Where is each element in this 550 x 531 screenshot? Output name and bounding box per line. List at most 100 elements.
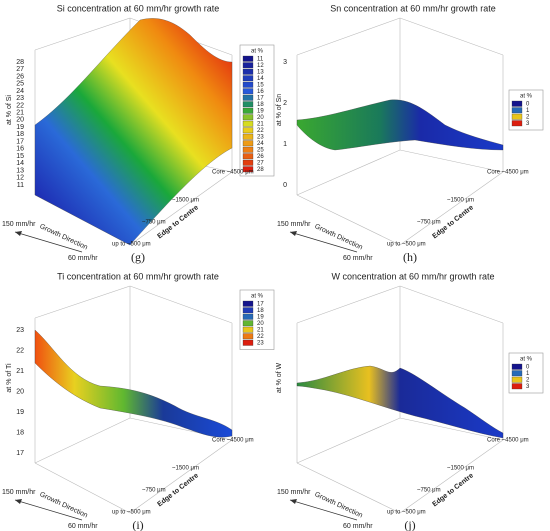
legend-swatch (511, 120, 523, 127)
z-tick-label: 24 (16, 88, 24, 95)
panel: Si concentration at 60 mm/hr growth rate… (2, 3, 275, 264)
legend-swatch (242, 133, 254, 140)
legend-swatch (511, 363, 523, 370)
z-tick-label: 3 (283, 59, 287, 66)
legend-swatch (242, 326, 254, 333)
legend-swatch (242, 313, 254, 320)
legend-label: 23 (257, 341, 264, 347)
caption: (j) (404, 518, 415, 531)
panel: Sn concentration at 60 mm/hr growth rate… (276, 3, 544, 264)
legend-label: 11 (257, 57, 264, 63)
edge-tick-label: Core ~4500 μm (212, 170, 254, 176)
legend-swatch (242, 68, 254, 75)
surface (34, 18, 233, 246)
legend-swatch (242, 140, 254, 147)
legend-title: at % (251, 49, 264, 55)
z-tick-label: 27 (16, 66, 24, 73)
legend-label: 2 (526, 115, 530, 121)
legend-label: 22 (257, 334, 264, 340)
z-tick-label: 28 (16, 59, 24, 66)
growth-label: 150 mm/hr (2, 489, 36, 496)
z-tick-label: 17 (16, 450, 24, 457)
caption: (i) (132, 518, 143, 531)
z-tick-label: 0 (283, 182, 287, 189)
z-tick-label: 21 (16, 368, 24, 375)
legend-swatch (242, 94, 254, 101)
legend-label: 0 (526, 365, 530, 371)
z-axis-label: at % of W (276, 362, 283, 393)
panel-title: Sn concentration at 60 mm/hr growth rate (330, 3, 496, 13)
z-tick-label: 23 (16, 95, 24, 102)
legend-label: 17 (257, 302, 264, 308)
growth-arrow (289, 499, 358, 521)
growth-axis-label: Growth Direction (313, 491, 363, 519)
edge-tick-label: Core ~4500 μm (487, 170, 529, 176)
axes-box (34, 285, 233, 514)
legend-label: 28 (257, 167, 264, 173)
legend-swatch (511, 370, 523, 377)
growth-label: 60 mm/hr (68, 523, 98, 530)
legend-label: 23 (257, 135, 264, 141)
legend-label: 3 (526, 121, 530, 127)
legend-swatch (242, 101, 254, 108)
legend-label: 27 (257, 161, 264, 167)
legend-label: 24 (257, 141, 264, 147)
legend-swatch (242, 81, 254, 88)
z-tick-label: 25 (16, 81, 24, 88)
growth-label: 60 mm/hr (68, 255, 98, 262)
growth-label: 60 mm/hr (343, 255, 373, 262)
z-tick-label: 17 (16, 138, 24, 145)
edge-tick-label: up to ~500 μm (387, 510, 426, 516)
legend-swatch (242, 159, 254, 166)
legend-label: 2 (526, 378, 530, 384)
legend-swatch (242, 146, 254, 153)
z-tick-label: 15 (16, 153, 24, 160)
panel: W concentration at 60 mm/hr growth rate a… (276, 271, 544, 531)
legend-label: 21 (257, 122, 264, 128)
growth-arrow (289, 231, 358, 253)
edge-tick-label: ~1500 μm (172, 198, 199, 204)
legend-label: 17 (257, 96, 264, 102)
z-tick-label: 21 (16, 109, 24, 116)
edge-tick-label: ~750 μm (417, 488, 441, 494)
z-tick-label: 22 (16, 347, 24, 354)
edge-tick-label: ~750 μm (142, 220, 166, 226)
edge-tick-label: ~1500 μm (447, 466, 474, 472)
z-tick-label: 19 (16, 409, 24, 416)
growth-arrowhead (290, 231, 297, 236)
legend-label: 18 (257, 102, 264, 108)
edge-tick-label: up to ~500 μm (112, 510, 151, 516)
legend-swatch (242, 307, 254, 314)
legend-label: 22 (257, 128, 264, 134)
edge-tick-label: Core ~4500 μm (212, 438, 254, 444)
growth-arrowhead (290, 499, 297, 504)
legend-swatch (242, 55, 254, 62)
legend-label: 0 (526, 102, 530, 108)
z-tick-label: 20 (16, 117, 24, 124)
legend-swatch (242, 320, 254, 327)
caption: (g) (131, 250, 145, 264)
z-axis-label: at % of Ti (6, 363, 13, 393)
legend-label: 14 (257, 76, 264, 82)
z-tick-label: 26 (16, 73, 24, 80)
panel-title: W concentration at 60 mm/hr growth rate (331, 271, 494, 281)
edge-tick-label: Core ~4500 μm (487, 438, 529, 444)
legend-swatch (242, 62, 254, 69)
axes-box (296, 17, 504, 246)
panel-title: Ti concentration at 60 mm/hr growth rate (57, 271, 219, 281)
growth-label: 60 mm/hr (343, 523, 373, 530)
axes-box (296, 285, 504, 514)
legend-swatch (511, 100, 523, 107)
z-axis-label: at % of Sn (276, 94, 283, 126)
legend-swatch (511, 376, 523, 383)
legend-swatch (511, 113, 523, 120)
growth-axis-label: Growth Direction (313, 223, 363, 251)
surface (34, 329, 233, 438)
edge-tick-label: ~750 μm (417, 220, 441, 226)
legend-label: 3 (526, 384, 530, 390)
legend-label: 25 (257, 148, 264, 154)
z-tick-label: 18 (16, 429, 24, 436)
legend-swatch (511, 107, 523, 114)
z-tick-label: 1 (283, 141, 287, 148)
legend-swatch (242, 114, 254, 121)
